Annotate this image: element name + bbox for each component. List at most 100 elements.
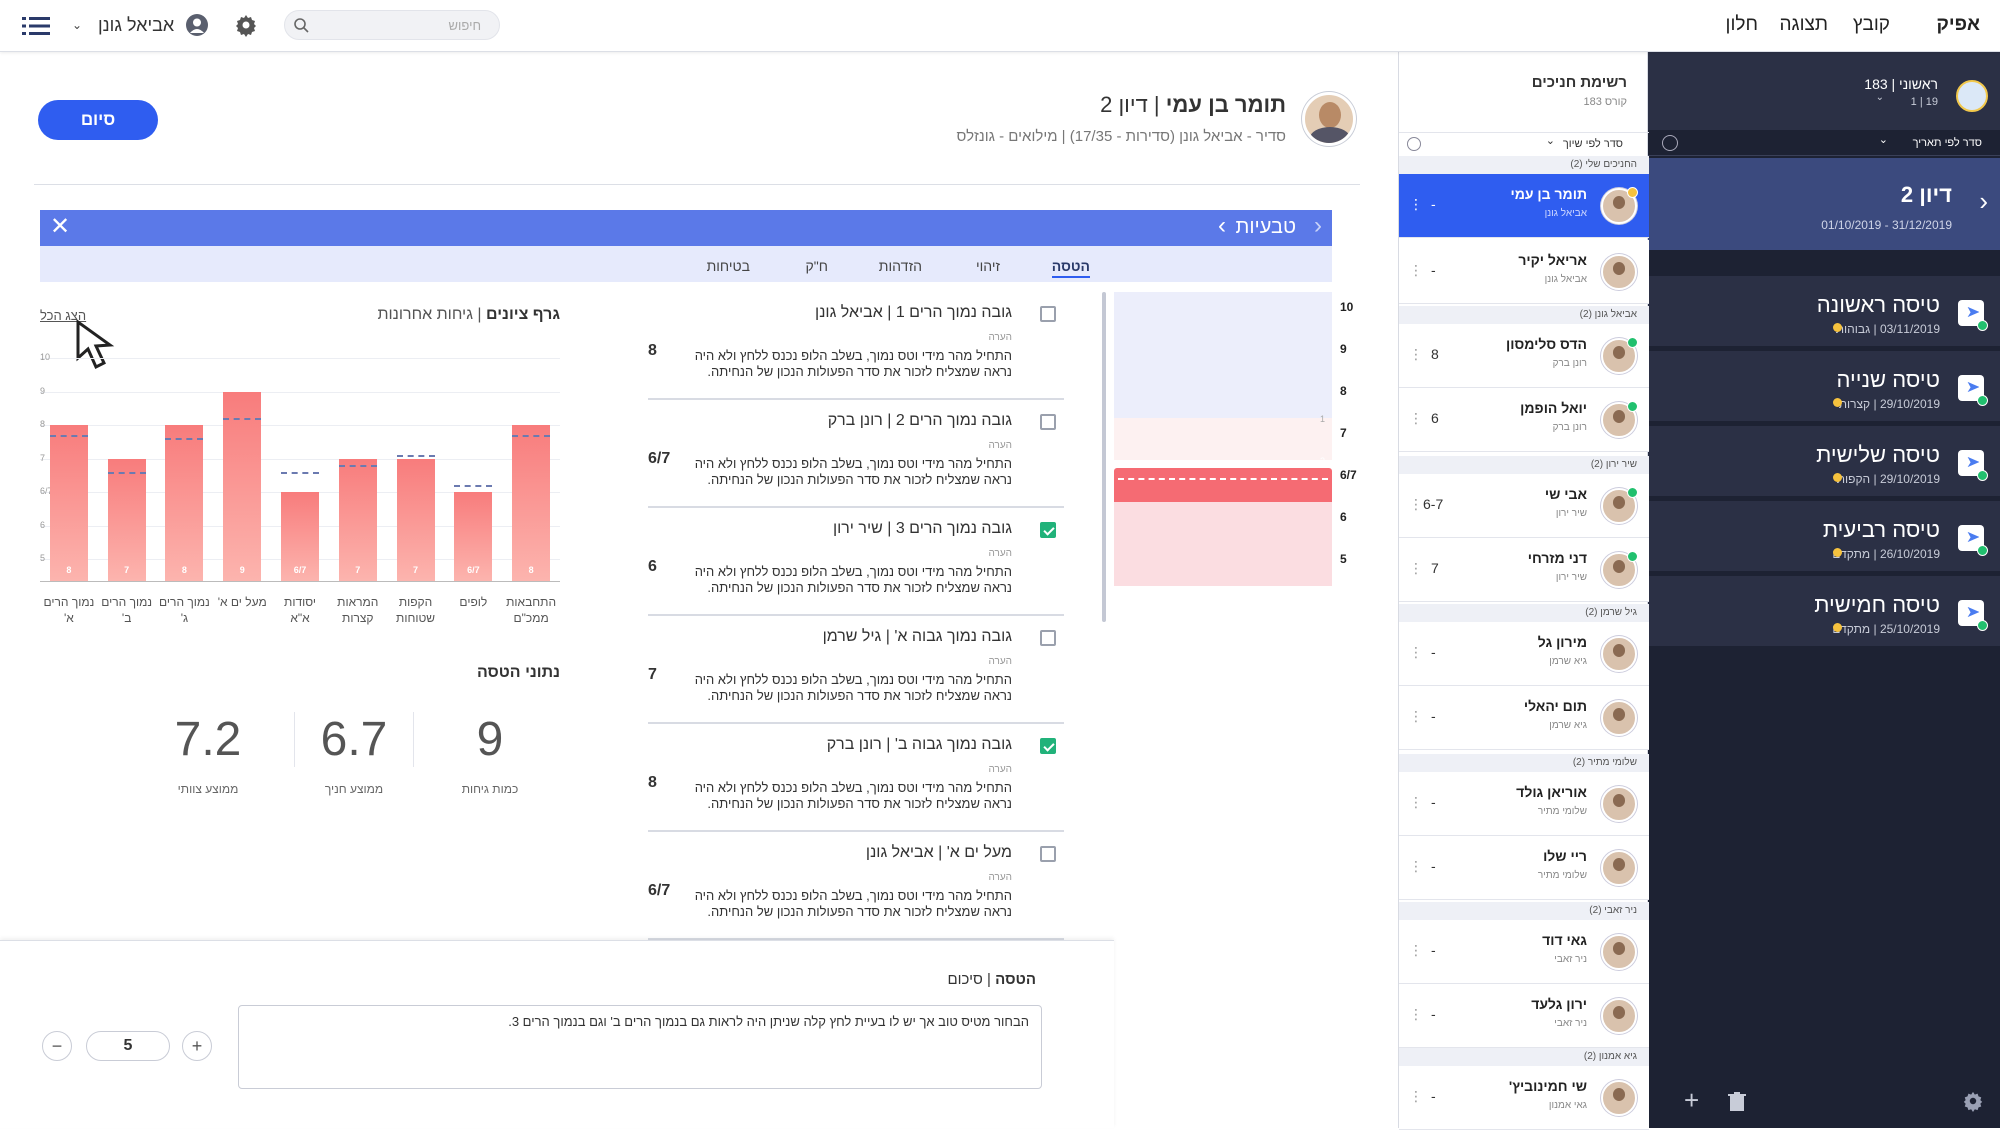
chevron-down-icon[interactable]: ⌄ bbox=[72, 18, 83, 32]
add-icon[interactable]: + bbox=[1684, 1085, 1700, 1115]
more-icon[interactable]: ⋮ bbox=[1409, 794, 1423, 810]
summary-textarea[interactable]: הבחור מטיס טוב אך יש לו בעיית לחץ קלה שנ… bbox=[238, 1005, 1042, 1089]
trainee-row[interactable]: שי חמינוביץ' גאי אמנון ⋮ - bbox=[1399, 1066, 1649, 1130]
more-icon[interactable]: ⋮ bbox=[1409, 196, 1423, 212]
chevron-right-icon[interactable]: › bbox=[1979, 186, 1988, 216]
chart-bar[interactable]: 8 bbox=[512, 425, 551, 581]
scale-band[interactable] bbox=[1114, 418, 1332, 460]
more-icon[interactable]: ⋮ bbox=[1409, 1088, 1423, 1104]
flight-item[interactable]: טיסה חמישית 25/10/2019 | מתקדם bbox=[1648, 576, 2000, 648]
task-checkbox[interactable] bbox=[1040, 738, 1056, 754]
flight-item[interactable]: טיסה שלישית 29/10/2019 | הקפות bbox=[1648, 426, 2000, 498]
chart-bar[interactable]: 7 bbox=[338, 458, 377, 581]
show-all-link[interactable]: הצג הכל bbox=[40, 308, 87, 323]
tab-flight[interactable]: הטסה bbox=[1051, 258, 1090, 278]
chevron-left-icon[interactable]: ‹ bbox=[1218, 212, 1226, 239]
chart-bar[interactable]: 9 bbox=[223, 391, 262, 581]
chevron-right-icon[interactable]: › bbox=[1314, 212, 1322, 239]
chart-bar[interactable]: 7 bbox=[396, 455, 435, 581]
trainee-row[interactable]: תומר בן עמי אביאל גונן ⋮ - bbox=[1399, 174, 1649, 238]
plus-button[interactable]: + bbox=[182, 1031, 212, 1061]
chart-bar[interactable]: 7 bbox=[107, 458, 146, 581]
tab-hq[interactable]: ח"ק bbox=[805, 258, 828, 274]
more-icon[interactable]: ⋮ bbox=[1409, 1006, 1423, 1022]
minus-button[interactable]: − bbox=[42, 1031, 72, 1061]
scale-band[interactable] bbox=[1114, 502, 1332, 544]
task-checkbox[interactable] bbox=[1040, 306, 1056, 322]
trainee-row[interactable]: אוריאן גולד שלומי מתיר ⋮ - bbox=[1399, 772, 1649, 836]
chart-bar[interactable]: 6/7 bbox=[281, 471, 319, 581]
more-icon[interactable]: ⋮ bbox=[1409, 858, 1423, 874]
tab-safety[interactable]: בטיחות bbox=[706, 258, 750, 274]
scale-band[interactable] bbox=[1114, 544, 1332, 586]
trainee-row[interactable]: גאי דוד ניר זאבי ⋮ - bbox=[1399, 920, 1649, 984]
menu-window[interactable]: חלון bbox=[1725, 14, 1758, 35]
list-menu-icon[interactable] bbox=[22, 16, 50, 36]
bar-value-label: 7 bbox=[124, 565, 130, 575]
trainee-grade: - bbox=[1431, 794, 1436, 810]
menu-view[interactable]: תצוגה bbox=[1779, 14, 1829, 35]
trainee-row[interactable]: תום יהאלי גיא שרמן ⋮ - bbox=[1399, 686, 1649, 750]
flight-item[interactable]: טיסה ראשונה 03/11/2019 | גבוהות bbox=[1648, 276, 2000, 348]
trainee-row[interactable]: הדס סלימסון רונן ברק ⋮ 8 bbox=[1399, 324, 1649, 388]
chart-bar[interactable]: 6/7 bbox=[454, 485, 493, 581]
selected-session[interactable]: › דיון 2 01/10/2019 - 31/12/2019 bbox=[1648, 158, 2000, 250]
task-checkbox[interactable] bbox=[1040, 630, 1056, 646]
search-input[interactable]: חיפוש bbox=[284, 10, 500, 40]
more-icon[interactable]: ⋮ bbox=[1409, 410, 1423, 426]
trainee-row[interactable]: מירון גל גיא שרמן ⋮ - bbox=[1399, 622, 1649, 686]
tab-identify[interactable]: זיהוי bbox=[975, 258, 1000, 274]
more-icon[interactable]: ⋮ bbox=[1409, 346, 1423, 362]
trainee-row[interactable]: אבי שי שיר ירון ⋮ 6-7 bbox=[1399, 474, 1649, 538]
trainee-group-header: שלומי מתיר (2) bbox=[1399, 754, 1649, 772]
task-checkbox[interactable] bbox=[1040, 414, 1056, 430]
trainee-row[interactable]: ירון גלעד ניר זאבי ⋮ - bbox=[1399, 984, 1649, 1048]
more-icon[interactable]: ⋮ bbox=[1409, 262, 1423, 278]
filter-icon[interactable] bbox=[1407, 137, 1421, 151]
menu-file[interactable]: קובץ bbox=[1852, 14, 1890, 35]
filter-icon[interactable] bbox=[1662, 135, 1678, 151]
chart-bar[interactable]: 8 bbox=[165, 425, 204, 581]
scale-scrollbar[interactable] bbox=[1102, 292, 1106, 622]
more-icon[interactable]: ⋮ bbox=[1409, 496, 1423, 512]
trainee-row[interactable]: דני מזרחי שיר ירון ⋮ 7 bbox=[1399, 538, 1649, 602]
chart-bar[interactable]: 8 bbox=[49, 425, 88, 581]
trainee-row[interactable]: ריי שלו שלומי מתיר ⋮ - bbox=[1399, 836, 1649, 900]
task-item[interactable]: גובה נמוך הרים 3 | שיר ירון הערה התחיל מהר… bbox=[648, 508, 1064, 616]
task-item[interactable]: מעל ים א' | אביאל גונן הערה התחיל מהר מידי… bbox=[648, 832, 1064, 940]
chevron-down-icon: ⌄ bbox=[1875, 92, 1884, 103]
task-checkbox[interactable] bbox=[1040, 522, 1056, 538]
trainee-row[interactable]: אריאל יקיר אביאל גונן ⋮ - bbox=[1399, 240, 1649, 304]
scale-band[interactable] bbox=[1114, 376, 1332, 418]
gear-icon[interactable] bbox=[234, 13, 258, 37]
course-sort-bar[interactable]: סדר לפי תאריך ⌄ bbox=[1648, 130, 2000, 156]
average-line bbox=[396, 455, 435, 458]
scale-band[interactable] bbox=[1114, 292, 1332, 334]
more-icon[interactable]: ⋮ bbox=[1409, 560, 1423, 576]
more-icon[interactable]: ⋮ bbox=[1409, 644, 1423, 660]
gear-icon[interactable] bbox=[1962, 1090, 1984, 1112]
trash-icon[interactable] bbox=[1728, 1092, 1746, 1112]
task-checkbox[interactable] bbox=[1040, 846, 1056, 862]
more-icon[interactable]: ⋮ bbox=[1409, 942, 1423, 958]
flight-item[interactable]: טיסה רביעית 26/10/2019 | מתקדם bbox=[1648, 501, 2000, 573]
task-item[interactable]: גובה נמוך הרים 2 | רונן ברק הערה התחיל מהר… bbox=[648, 400, 1064, 508]
more-icon[interactable]: ⋮ bbox=[1409, 708, 1423, 724]
scale-band[interactable] bbox=[1114, 468, 1332, 508]
trainee-row[interactable]: יואל הופמן רונן ברק ⋮ 6 bbox=[1399, 388, 1649, 452]
task-item[interactable]: גובה נמוך גבוה ב' | רונן ברק הערה התחיל מה… bbox=[648, 724, 1064, 832]
finish-button[interactable]: סיום bbox=[38, 100, 158, 140]
scale-band[interactable] bbox=[1114, 334, 1332, 376]
trainee-name: אבי שי bbox=[1544, 486, 1587, 502]
trainees-sort-bar[interactable]: סדר לפי שיוך ⌄ bbox=[1399, 132, 1649, 154]
course-header[interactable]: ראשוני | 183 1 | 19 ⌄ bbox=[1648, 52, 2000, 130]
user-avatar-icon[interactable] bbox=[186, 14, 208, 36]
user-name[interactable]: אביאל גונן bbox=[98, 15, 175, 35]
task-item[interactable]: גובה נמוך גבוה א' | גיל שרמן הערה התחיל מה… bbox=[648, 616, 1064, 724]
flight-item[interactable]: טיסה שנייה 29/10/2019 | קצרות bbox=[1648, 351, 2000, 423]
close-icon[interactable]: ✕ bbox=[50, 213, 71, 240]
average-line bbox=[223, 418, 262, 421]
grade-stepper-value[interactable]: 5 bbox=[86, 1031, 170, 1061]
tab-identification[interactable]: הזדהות bbox=[878, 258, 922, 274]
task-item[interactable]: גובה נמוך הרים 1 | אביאל גונן הערה התחיל מ… bbox=[648, 292, 1064, 400]
